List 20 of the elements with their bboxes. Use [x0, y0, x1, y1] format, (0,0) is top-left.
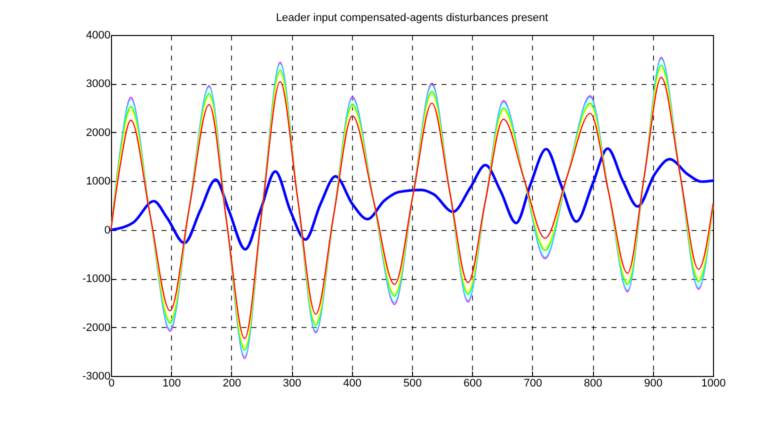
y-tick-label: 3000 — [86, 78, 110, 90]
y-tick-label: -3000 — [82, 370, 110, 382]
x-tick-label: 400 — [343, 378, 362, 390]
x-tick-label: 300 — [282, 378, 302, 390]
x-tick-label: 800 — [584, 378, 602, 390]
x-tick-label: 600 — [464, 378, 482, 390]
x-tick-label: 700 — [524, 378, 542, 390]
y-tick-label: 1000 — [86, 176, 110, 188]
y-tick-label: -1000 — [82, 273, 110, 286]
chart-title: Leader input compensated-agents disturbances present — [276, 12, 548, 24]
x-tick-label: 900 — [644, 378, 662, 390]
line-series — [110, 147, 714, 251]
x-tick-label: 200 — [222, 378, 242, 390]
y-tick-label: 2000 — [86, 126, 110, 139]
y-tick-label: -2000 — [82, 322, 110, 334]
x-tick-label: 500 — [403, 378, 422, 390]
x-tick-label: 100 — [162, 378, 181, 390]
y-tick-label: 4000 — [86, 30, 110, 42]
y-tick-label: 0 — [104, 224, 110, 236]
x-tick-label: 1000 — [701, 378, 726, 390]
